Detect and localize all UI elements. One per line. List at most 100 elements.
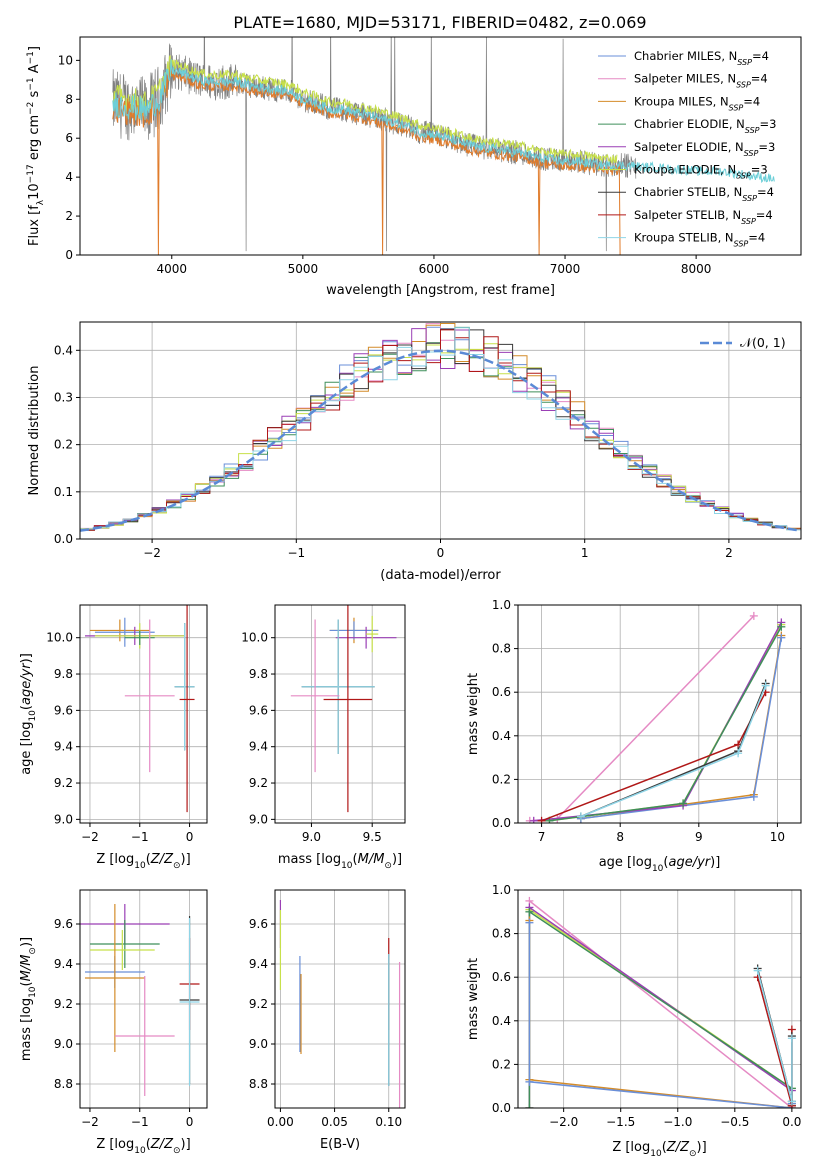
label-part: Z [log [612, 1140, 650, 1155]
legend-suffix: =4 [748, 231, 765, 245]
legend-suffix: =3 [751, 163, 768, 177]
y-axis-label: mass weight [466, 958, 481, 1040]
label-part: ⊙ [173, 1146, 181, 1156]
y-tick-label: 0.8 [492, 642, 511, 656]
legend-entry: Chabrier ELODIE, NSSP=3 [634, 117, 776, 135]
label-part: 10 [341, 861, 353, 871]
x-tick-label: 0.0 [782, 1115, 801, 1129]
legend-name: Kroupa ELODIE, N [634, 163, 736, 177]
y-tick-label: 0.6 [492, 685, 511, 699]
plot-area [525, 896, 796, 1108]
y-tick-label: 0 [65, 248, 73, 262]
label-part: ( [146, 852, 151, 867]
model-spectrum-0 [112, 55, 618, 165]
weight-series [528, 900, 793, 1108]
axes: −2 −1 09.09.29.49.69.810.0Z [log10(Z/Z⊙)]a… [19, 604, 208, 871]
y-tick-label: 0.1 [54, 485, 73, 499]
x-axis-label: mass [log10(M/M⊙)] [278, 852, 402, 871]
label-part: −1 [26, 77, 36, 90]
label-part: ( [146, 1137, 151, 1152]
legend-sub: SSP [744, 148, 759, 157]
y-tick-label: 0.0 [492, 816, 511, 830]
x-tick-label: 7 [538, 830, 546, 844]
x-tick-label: 8 [616, 830, 624, 844]
label-part: 10 [27, 183, 42, 200]
x-tick-label: −2 [81, 830, 99, 844]
legend-sub: SSP [729, 103, 744, 112]
label-part: M/M [19, 955, 34, 982]
y-tick-label: 0.4 [492, 729, 511, 743]
panel-mass_vs_Z: −2 −1 08.89.09.29.49.6Z [log10(Z/Z⊙)]mass … [19, 889, 208, 1156]
label-part: age/yr [19, 662, 34, 705]
label-part: mass [log [19, 998, 34, 1061]
panel-spectrum: 4000 5000 6000 7000 8000 0 2 4 6 8 10 wavelength [A… [26, 36, 802, 298]
label-part: )] [19, 937, 34, 947]
weight-series [528, 920, 793, 1108]
x-tick-label: 0.10 [375, 1115, 402, 1129]
y-tick-label: 9.2 [54, 997, 73, 1011]
legend-sub: SSP [742, 194, 757, 203]
plot-area [525, 611, 786, 823]
y-axis-label: Normed distribution [27, 366, 42, 496]
x-tick-label: −1.5 [606, 1115, 635, 1129]
label-part: ⊙ [28, 947, 38, 955]
axes: −2.0 −1.5 −1.0 −0.5 0.0 0.0 0.2 0.4 0.6 0.8 1.0 Z [… [466, 883, 802, 1159]
x-axis-label: wavelength [Angstrom, rest frame] [326, 283, 555, 298]
y-tick-label: 0.6 [492, 970, 511, 984]
axes-frame [79, 889, 208, 1109]
label-part: s [27, 90, 42, 101]
label-part: ⊙ [689, 1149, 697, 1159]
label-part: age [log [19, 722, 34, 775]
axes: 9.0 9.5 9.0 9.2 9.4 9.6 9.8 10.0 mass [log10(M/M… [241, 604, 406, 871]
y-tick-label: 9.0 [54, 1037, 73, 1051]
x-tick-label: −0.5 [720, 1115, 749, 1129]
x-axis-label: (data-model)/error [380, 568, 501, 583]
y-tick-label: 0.2 [492, 1057, 511, 1071]
label-part: 10 [28, 986, 38, 998]
legend-entry: Kroupa STELIB, NSSP=4 [634, 231, 765, 249]
label-part: 10 [134, 1146, 146, 1156]
plot-area [80, 904, 200, 1096]
x-tick-label: 0.00 [267, 1115, 294, 1129]
legend-name: Kroupa MILES, N [634, 94, 729, 108]
plot-area [80, 323, 801, 532]
legend-entry: 𝒩(0, 1) [740, 335, 786, 350]
axes: −2 −1 08.89.09.29.49.6Z [log10(Z/Z⊙)]mass … [19, 889, 208, 1156]
axes-frame [274, 889, 406, 1109]
gaussian-curve [80, 349, 801, 532]
y-tick-label: 10 [58, 53, 73, 67]
legend-name: Salpeter MILES, N [634, 72, 736, 86]
label-part: ⊙ [384, 861, 392, 871]
model-spectrum-2 [112, 59, 775, 184]
label-part: λ [36, 199, 46, 205]
y-tick-label: 10.0 [241, 631, 268, 645]
label-part: )] [181, 1137, 191, 1152]
y-tick-label: 0.3 [54, 390, 73, 404]
x-tick-label: 7000 [550, 262, 581, 276]
x-tick-label: −1 [131, 1115, 149, 1129]
y-tick-label: 0.0 [492, 1101, 511, 1115]
x-tick-label: −1.0 [663, 1115, 692, 1129]
panel-residuals: −2 −1 0 1 2 0.0 0.1 0.2 0.3 0.4 𝒩(0, 1) (data-model… [27, 321, 802, 583]
legend-suffix: =4 [756, 208, 773, 222]
axes-frame [79, 604, 208, 824]
weight-series [580, 637, 783, 820]
figure-title: PLATE=1680, MJD=53171, FIBERID=0482, z=0… [233, 13, 646, 32]
weight-series [528, 908, 793, 1108]
label-part: 10 [28, 710, 38, 722]
label-part: ( [19, 981, 34, 986]
y-tick-label: 10.0 [46, 631, 73, 645]
y-tick-label: 0.8 [492, 927, 511, 941]
label-part: Z [log [96, 1137, 134, 1152]
label-part: −17 [26, 164, 36, 183]
panel-age_vs_mass: 9.0 9.5 9.0 9.2 9.4 9.6 9.8 10.0 mass [log10(M/M… [241, 604, 406, 871]
legend-entry: Salpeter STELIB, NSSP=4 [634, 208, 773, 226]
x-tick-label: 4000 [156, 262, 187, 276]
x-tick-label: 9 [695, 830, 703, 844]
legend-sub: SSP [741, 216, 756, 225]
label-part: )] [392, 852, 402, 867]
legend-suffix: =4 [751, 72, 768, 86]
x-tick-label: 0 [186, 830, 194, 844]
label-part: )] [181, 852, 191, 867]
